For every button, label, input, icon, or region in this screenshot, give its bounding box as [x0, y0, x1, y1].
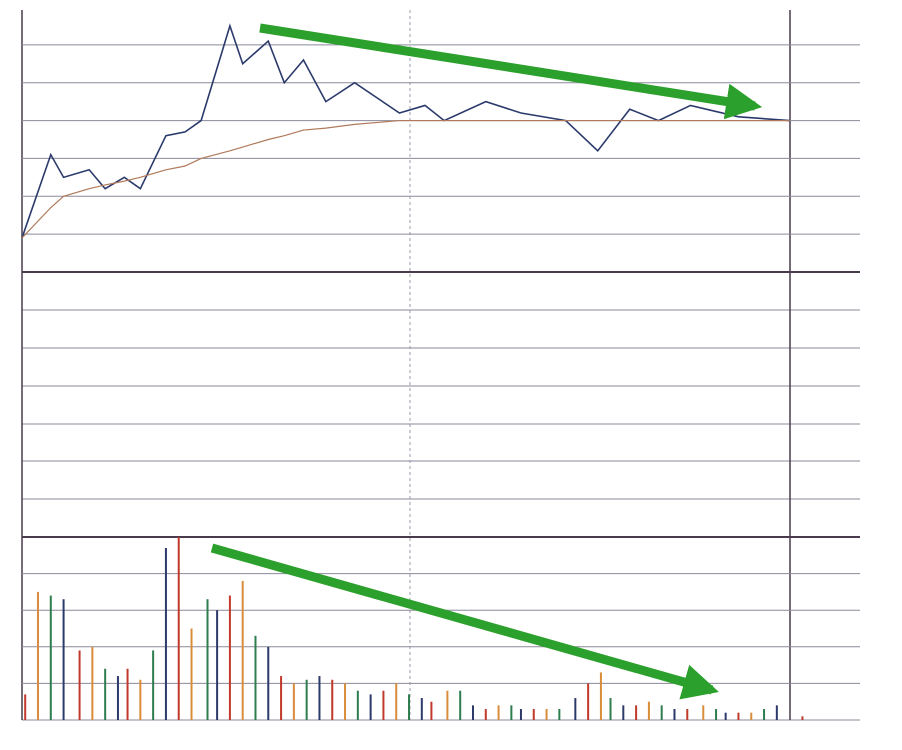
- volume-bar: [206, 599, 209, 720]
- volume-bar: [356, 690, 359, 720]
- volume-bar: [267, 646, 270, 720]
- volume-bar: [801, 716, 804, 720]
- volume-bar: [190, 628, 193, 720]
- volume-bar: [558, 709, 561, 720]
- middle-panel-grid: [22, 309, 860, 500]
- volume-bar: [673, 709, 676, 720]
- volume-bar: [139, 679, 142, 720]
- volume-bar: [216, 610, 219, 720]
- volume-bar: [331, 679, 334, 720]
- volume-bar: [532, 709, 535, 720]
- volume-bar: [702, 705, 705, 720]
- volume-bar: [599, 672, 602, 720]
- volume-bar: [49, 595, 52, 720]
- volume-bar: [228, 595, 231, 720]
- volume-bar: [430, 701, 433, 720]
- volume-bar: [369, 694, 372, 720]
- volume-bar: [408, 694, 411, 720]
- volume-bar: [241, 580, 244, 720]
- volume-bar: [280, 676, 283, 720]
- volume-bar: [775, 705, 778, 720]
- price-line: [21, 119, 790, 239]
- volume-bar: [292, 683, 295, 720]
- volume-bar: [164, 547, 167, 720]
- volume-bar: [715, 709, 718, 720]
- volume-bar: [78, 650, 81, 720]
- volume-bar: [587, 683, 590, 720]
- volume-bar: [545, 709, 548, 720]
- volume-bar: [91, 646, 94, 720]
- volume-bar: [750, 712, 753, 720]
- volume-bar: [471, 705, 474, 720]
- volume-bar: [62, 599, 65, 720]
- volume-bar: [519, 709, 522, 720]
- volume-bar: [395, 683, 398, 720]
- volume-bar: [126, 668, 129, 720]
- price-line: [21, 23, 790, 239]
- volume-bar: [344, 683, 347, 720]
- volume-bar: [305, 679, 308, 720]
- volume-bar: [446, 690, 449, 720]
- volume-bar: [763, 709, 766, 720]
- volume-bar: [116, 676, 119, 720]
- volume-bar: [609, 698, 612, 720]
- volume-bar: [382, 690, 385, 720]
- volume-bar: [318, 676, 321, 720]
- volume-bar: [686, 709, 689, 720]
- volume-bar: [484, 709, 487, 720]
- volume-bar: [459, 690, 462, 720]
- volume-bar: [647, 701, 650, 720]
- volume-bar: [177, 537, 180, 720]
- volume-bar: [510, 705, 513, 720]
- volume-bar: [24, 694, 27, 720]
- volume-bar: [104, 668, 107, 720]
- trend-arrow: [210, 543, 719, 700]
- volume-bar: [254, 635, 257, 720]
- volume-bar: [574, 698, 577, 720]
- volume-bar: [737, 712, 740, 720]
- volume-bar: [622, 705, 625, 720]
- volume-bar: [724, 712, 727, 720]
- volume-bar: [36, 591, 39, 720]
- volume-bar: [660, 705, 663, 720]
- volume-bar: [152, 650, 155, 720]
- volume-bar: [635, 705, 638, 720]
- volume-bar: [420, 698, 423, 720]
- trend-arrow: [259, 23, 763, 120]
- volume-bar: [497, 705, 500, 720]
